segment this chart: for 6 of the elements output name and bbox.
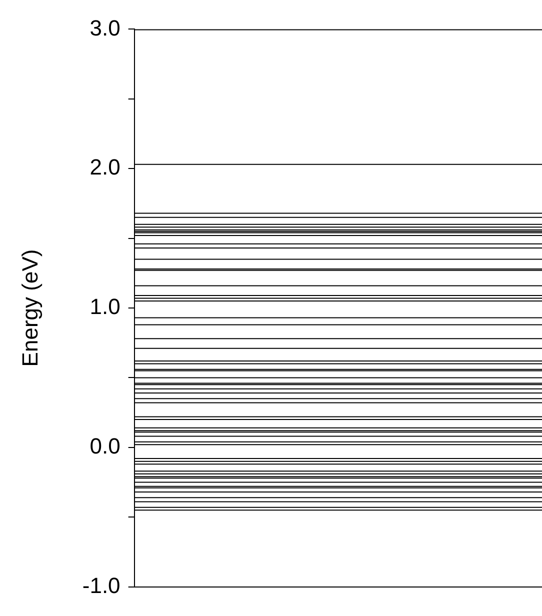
y-axis-title: Energy (eV) — [17, 249, 42, 367]
y-tick-label: 1.0 — [90, 294, 120, 320]
y-tick-label: 3.0 — [90, 15, 120, 40]
y-tick-label: 0.0 — [90, 433, 120, 458]
y-tick-label: -1.0 — [82, 572, 120, 598]
y-tick-label: 2.0 — [90, 154, 120, 180]
